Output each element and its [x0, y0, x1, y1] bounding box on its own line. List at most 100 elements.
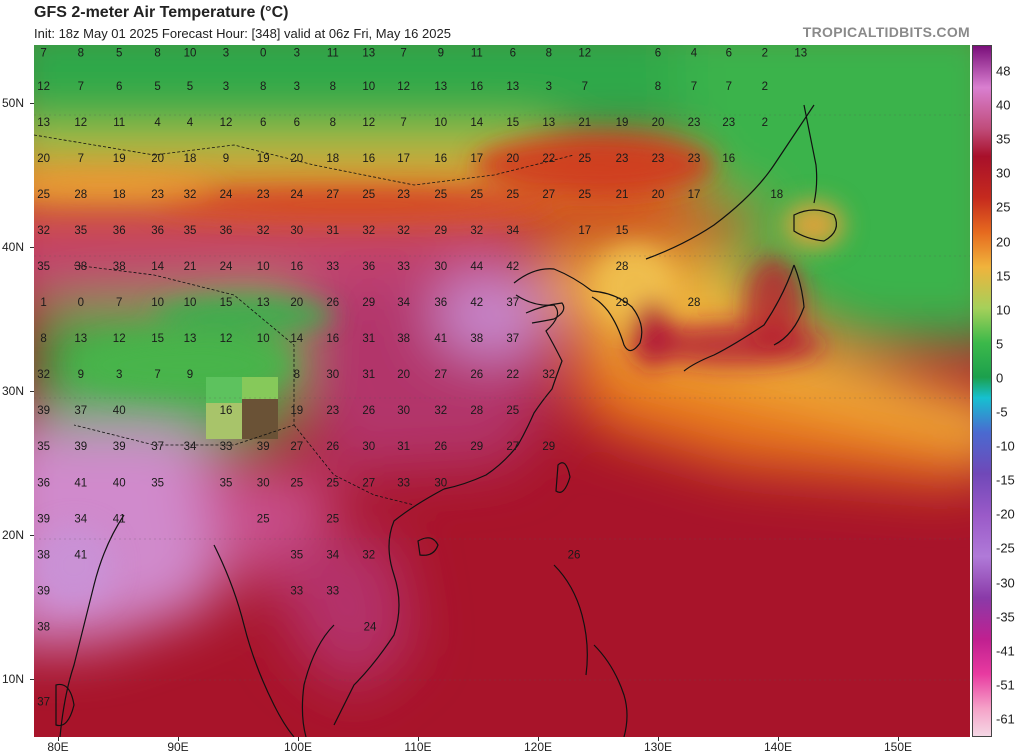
temperature-value: 32: [434, 405, 447, 417]
longitude-label: 90E: [167, 740, 189, 754]
colorbar-tick-label: -5: [996, 404, 1008, 420]
temperature-value: 3: [546, 81, 552, 93]
temperature-value: 18: [770, 189, 783, 201]
temperature-value: 12: [37, 81, 50, 93]
temperature-value: 17: [470, 153, 483, 165]
coastlines: [34, 104, 837, 737]
temperature-value: 13: [184, 333, 197, 345]
colorbar-tick-label: 20: [996, 234, 1011, 250]
temperature-value: 6: [260, 117, 266, 129]
temperature-value: 8: [154, 48, 160, 60]
temperature-value: 14: [470, 117, 483, 129]
temperature-value: 28: [616, 261, 629, 273]
temperature-value: 7: [78, 153, 84, 165]
latitude-tick: [30, 246, 34, 248]
temperature-value: 38: [113, 261, 126, 273]
temperature-value: 28: [74, 189, 87, 201]
temperature-value: 25: [362, 189, 375, 201]
temperature-value: 8: [546, 48, 552, 60]
temperature-value: 24: [220, 261, 233, 273]
temperature-value: 35: [37, 261, 50, 273]
temperature-value: 16: [220, 405, 233, 417]
temperature-value: 32: [184, 189, 197, 201]
colorbar-tick-label: 10: [996, 302, 1011, 318]
temperature-value: 0: [260, 48, 266, 60]
temperature-value: 26: [326, 297, 339, 309]
latitude-tick: [30, 391, 34, 392]
temperature-value: 4: [187, 117, 194, 129]
colorbar-tick-label: -41: [996, 643, 1015, 659]
temperature-value: 33: [326, 585, 339, 597]
temperature-value: 6: [510, 48, 516, 60]
temperature-value: 7: [691, 81, 697, 93]
temperature-value: 16: [290, 261, 303, 273]
temperature-value: 21: [578, 117, 591, 129]
temperature-value: 27: [362, 477, 375, 489]
temperature-value: 32: [37, 225, 50, 237]
temperature-value: 39: [37, 513, 50, 525]
temperature-value: 7: [582, 81, 588, 93]
temperature-value: 31: [362, 369, 375, 381]
temperature-value: 3: [294, 48, 300, 60]
temperature-value: 8: [330, 117, 336, 129]
temperature-value: 37: [74, 405, 87, 417]
temperature-value: 39: [74, 441, 87, 453]
temperature-value: 34: [74, 513, 87, 525]
temperature-value: 32: [362, 225, 375, 237]
colorbar-tick-label: 25: [996, 199, 1011, 215]
temperature-value: 15: [151, 333, 164, 345]
temperature-value: 2: [762, 48, 768, 60]
colorbar-tick-label: -51: [996, 677, 1015, 693]
longitude-label: 110E: [404, 740, 432, 754]
temperature-value: 22: [506, 369, 519, 381]
temperature-value: 20: [290, 297, 303, 309]
temperature-value: 2: [762, 117, 768, 129]
temperature-value: 39: [37, 405, 50, 417]
longitude-tick: [298, 737, 299, 741]
temperature-value: 20: [37, 153, 50, 165]
longitude-tick: [418, 737, 419, 741]
latitude-tick: [30, 535, 34, 537]
temperature-value: 30: [434, 261, 447, 273]
temperature-value: 8: [655, 81, 661, 93]
temperature-value: 33: [290, 585, 303, 597]
temperature-value: 29: [542, 441, 555, 453]
temperature-value: 35: [37, 441, 50, 453]
temperature-value: 39: [257, 441, 270, 453]
temperature-value: 41: [74, 549, 87, 561]
colorbar-tick-label: -61: [996, 711, 1015, 727]
temperature-value: 16: [434, 153, 447, 165]
temperature-map[interactable]: 7 8 5 8 10 3 0 3 11 13 7 9 11 6 8 12 6 4 6 2 13 12 7 6 5 5 3 8 3 8 10 1…: [34, 45, 970, 737]
longitude-tick: [898, 737, 899, 741]
temperature-value: 10: [184, 48, 197, 60]
temperature-value: 32: [397, 225, 410, 237]
temperature-value: 34: [397, 297, 410, 309]
temperature-value: 35: [220, 477, 233, 489]
colorbar-tick-label: -30: [996, 575, 1015, 591]
temperature-value: 36: [434, 297, 447, 309]
temperature-value: 33: [397, 261, 410, 273]
temperature-value: 3: [223, 81, 229, 93]
temperature-value: 26: [434, 441, 447, 453]
temperature-value: 21: [184, 261, 197, 273]
temperature-value: 5: [116, 48, 122, 60]
colorbar-tick-label: 48: [996, 63, 1011, 79]
temperature-value: 16: [722, 153, 735, 165]
temperature-value: 37: [506, 297, 519, 309]
brand-watermark[interactable]: TROPICALTIDBITS.COM: [802, 24, 970, 40]
temperature-value: 36: [37, 477, 50, 489]
temperature-value: 32: [37, 369, 50, 381]
temperature-value: 8: [260, 81, 266, 93]
longitude-label: 100E: [283, 740, 313, 754]
temperature-value: 30: [326, 369, 339, 381]
temperature-value: 32: [542, 369, 555, 381]
temperature-value: 25: [290, 477, 303, 489]
temperature-value: 35: [151, 477, 164, 489]
graticule: [34, 114, 970, 681]
temperature-value: 25: [434, 189, 447, 201]
temperature-value: 25: [506, 405, 519, 417]
temperature-value: 21: [616, 189, 629, 201]
temperature-value: 24: [220, 189, 233, 201]
temperature-value: 38: [37, 549, 50, 561]
temperature-value: 7: [400, 48, 406, 60]
